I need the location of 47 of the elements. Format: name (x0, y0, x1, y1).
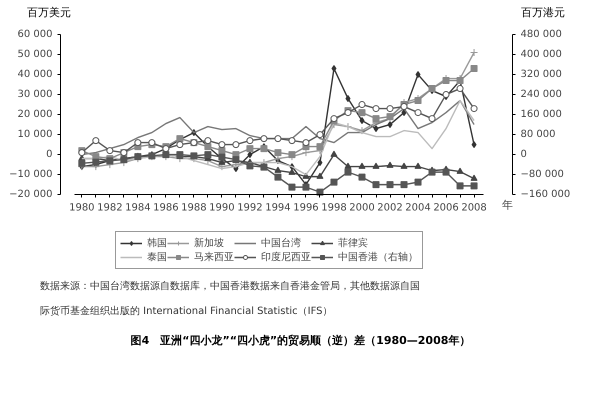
x-tick-label: 1986 (153, 202, 179, 214)
y-tick-label: 20 000 (18, 109, 53, 120)
x-tick-label: 1984 (125, 202, 151, 214)
x-tick-label: 1980 (69, 202, 95, 214)
legend-label: 韩国 (147, 236, 167, 250)
x-axis-title: 年 (502, 198, 513, 212)
x-tick-label: 2000 (349, 202, 375, 214)
x-tick-label: 1982 (97, 202, 123, 214)
x-tick-label: 2006 (433, 202, 459, 214)
legend-label: 菲律宾 (338, 236, 368, 250)
source-note: 数据来源：中国台湾数据源自数据库，中国香港数据来自香港金管局，其他数据源自国 (40, 280, 420, 294)
x-tick-label: 1998 (321, 202, 347, 214)
y2-tick-label: 0 (520, 149, 527, 160)
y2-tick-label: −80 000 (520, 169, 564, 180)
y-tick-label: 50 000 (18, 49, 53, 60)
y-tick-label: 10 000 (18, 129, 53, 140)
y2-tick-label: 400 000 (520, 49, 562, 60)
y-tick-label: 30 000 (18, 89, 53, 100)
y-tick-label: −20 000 (9, 189, 53, 200)
legend-label: 中国台湾 (261, 236, 301, 250)
y2-axis-title: 百万港元 (521, 5, 565, 21)
y-axis-title: 百万美元 (27, 5, 71, 21)
y2-tick-label: 320 000 (520, 69, 562, 80)
y-tick-label: 0 (46, 149, 53, 160)
legend-label: 中国香港（右轴） (338, 250, 418, 264)
y2-tick-label: 80 000 (520, 129, 556, 140)
y2-tick-label: 160 000 (520, 109, 562, 120)
y2-tick-label: −160 000 (520, 189, 570, 200)
x-tick-label: 1988 (181, 202, 207, 214)
x-tick-label: 2008 (461, 202, 487, 214)
x-tick-label: 2004 (405, 202, 431, 214)
legend-label: 新加坡 (194, 236, 224, 250)
legend-label: 印度尼西亚 (261, 250, 311, 264)
y-tick-label: 60 000 (18, 29, 53, 40)
x-tick-label: 2002 (377, 202, 403, 214)
text: 际货币基金组织出版的 International Financial Statistic（IFS） (40, 305, 333, 319)
x-tick-label: 1992 (237, 202, 263, 214)
legend-label: 泰国 (147, 251, 167, 264)
x-tick-label: 1996 (293, 202, 319, 214)
y2-tick-label: 240 000 (520, 89, 562, 100)
legend-label: 马来西亚 (194, 250, 234, 264)
y2-tick-label: 480 000 (520, 29, 562, 40)
x-tick-label: 1990 (209, 202, 235, 214)
text: 图4 亚洲“四小龙”“四小虎”的贸易顺（逆）差（1980—2008年） (130, 333, 470, 349)
y-tick-label: −10 000 (9, 169, 53, 180)
x-tick-label: 1994 (265, 202, 291, 214)
y-tick-label: 40 000 (18, 69, 53, 80)
